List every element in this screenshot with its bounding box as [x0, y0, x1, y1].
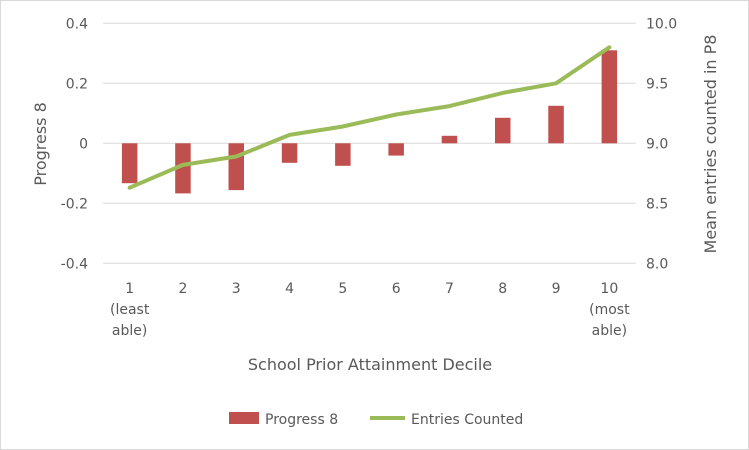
bar-progress8 — [228, 143, 244, 191]
x-tick-label: 2 — [178, 281, 187, 297]
bar-progress8 — [601, 50, 618, 144]
bar-progress8 — [281, 143, 298, 163]
y-tick-label: 0.4 — [66, 16, 88, 32]
x-tick-label: 4 — [285, 281, 294, 297]
bar-progress8 — [335, 143, 351, 166]
x-tick-label: 5 — [338, 281, 347, 297]
legend-swatch-progress8 — [229, 412, 259, 424]
y-axis-label: Progress 8 — [31, 102, 50, 186]
y-tick-label: -0.2 — [61, 196, 88, 212]
legend-label-entries: Entries Counted — [411, 412, 523, 428]
y2-tick-label: 8.0 — [646, 256, 668, 272]
x-axis-label: School Prior Attainment Decile — [248, 355, 492, 374]
legend: Progress 8 Entries Counted — [229, 412, 523, 428]
y-tick-label: 0.2 — [66, 76, 88, 92]
x-tick-label: 7 — [445, 281, 454, 297]
bar-progress8 — [175, 143, 191, 194]
x-tick-label: (least — [110, 302, 150, 318]
y2-tick-label: 9.5 — [646, 76, 668, 92]
x-tick-label: 9 — [552, 281, 561, 297]
bar-progress8 — [388, 143, 404, 156]
y2-tick-label: 8.5 — [646, 196, 668, 212]
x-tick-label: able) — [592, 323, 627, 339]
bar-progress8 — [441, 135, 458, 144]
x-tick-label: 6 — [392, 281, 401, 297]
x-tick-label: 1 — [125, 281, 134, 297]
y-tick-label: -0.4 — [61, 256, 88, 272]
y2-tick-label: 10.0 — [646, 16, 677, 32]
x-tick-label: 3 — [232, 281, 241, 297]
bar-progress8 — [495, 117, 511, 144]
legend-label-progress8: Progress 8 — [265, 412, 338, 428]
x-tick-label: (most — [589, 302, 630, 318]
y-tick-label: 0 — [79, 136, 88, 152]
x-tick-label: 8 — [498, 281, 507, 297]
y2-tick-label: 9.0 — [646, 136, 668, 152]
x-tick-label: 10 — [600, 281, 618, 297]
y2-axis-label: Mean entries counted in P8 — [701, 35, 720, 254]
bar-progress8 — [121, 143, 138, 184]
bar-progress8 — [548, 105, 564, 144]
x-tick-label: able) — [112, 323, 147, 339]
line-entries-counted — [127, 45, 612, 190]
